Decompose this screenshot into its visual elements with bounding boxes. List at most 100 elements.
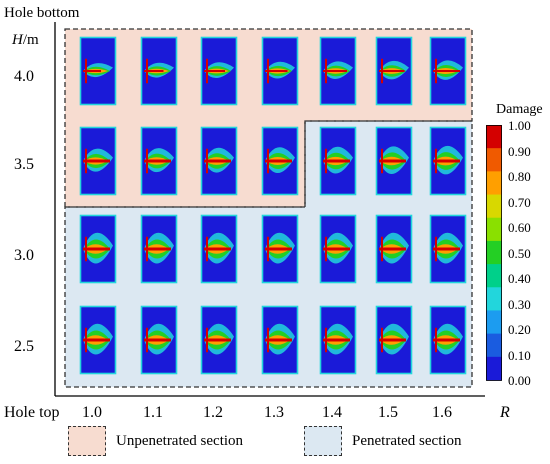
penetrated-border bbox=[64, 120, 473, 388]
damage-field-cell bbox=[79, 214, 117, 284]
colorbar-tick: 0.30 bbox=[508, 296, 531, 312]
damage-field-cell bbox=[200, 214, 238, 284]
x-tick-1-1: 1.1 bbox=[143, 404, 163, 421]
r-axis-symbol: R bbox=[500, 404, 510, 421]
damage-field-cell bbox=[200, 126, 238, 196]
damage-field-cell bbox=[79, 36, 117, 106]
cell-rim bbox=[79, 305, 117, 375]
hole-bottom-label: Hole bottom bbox=[4, 5, 80, 21]
cell-rim bbox=[375, 36, 413, 106]
colorbar-segment bbox=[486, 148, 502, 172]
damage-colorbar bbox=[486, 125, 502, 381]
damage-field-cell bbox=[429, 305, 467, 375]
cell-rim bbox=[375, 126, 413, 196]
cell-rim bbox=[200, 36, 238, 106]
cell-rim bbox=[79, 126, 117, 196]
cell-rim bbox=[261, 305, 299, 375]
x-tick-1-0: 1.0 bbox=[82, 404, 102, 421]
cell-rim bbox=[79, 214, 117, 284]
damage-field-cell bbox=[375, 305, 413, 375]
x-tick-1-6: 1.6 bbox=[432, 404, 452, 421]
cell-rim bbox=[79, 36, 117, 106]
damage-field-cell bbox=[200, 36, 238, 106]
colorbar-segment bbox=[486, 264, 502, 288]
damage-field-cell bbox=[79, 126, 117, 196]
x-tick-1-2: 1.2 bbox=[203, 404, 223, 421]
cell-rim bbox=[429, 36, 467, 106]
colorbar-tick: 0.60 bbox=[508, 220, 531, 235]
cell-rim bbox=[140, 36, 178, 106]
damage-field-cell bbox=[261, 126, 299, 196]
colorbar-tick: 0.90 bbox=[508, 143, 531, 159]
penetrated-legend-label: Penetrated section bbox=[352, 433, 462, 449]
cell-rim bbox=[200, 126, 238, 196]
damage-field-cell bbox=[319, 214, 357, 284]
colorbar-tick: 0.50 bbox=[508, 245, 531, 261]
height-unit: /m bbox=[22, 32, 39, 48]
damage-field-cell bbox=[375, 36, 413, 106]
cell-rim bbox=[140, 305, 178, 375]
hole-top-label: Hole top bbox=[4, 404, 60, 421]
damage-field-cell bbox=[261, 36, 299, 106]
cell-rim bbox=[319, 214, 357, 284]
damage-field-cell bbox=[261, 214, 299, 284]
colorbar-tick: 0.20 bbox=[508, 322, 531, 337]
colorbar-segment bbox=[486, 287, 502, 311]
colorbar-tick: 0.00 bbox=[508, 373, 531, 388]
x-tick-1-4: 1.4 bbox=[322, 404, 342, 421]
colorbar-tick: 0.40 bbox=[508, 271, 531, 286]
unpenetrated-legend-label: Unpenetrated section bbox=[116, 433, 244, 449]
colorbar-segment bbox=[486, 356, 502, 381]
cell-rim bbox=[261, 214, 299, 284]
x-tick-1-3: 1.3 bbox=[264, 404, 284, 421]
damage-field-cell bbox=[140, 126, 178, 196]
damage-field-cell bbox=[140, 214, 178, 284]
y-tick-3-0: 3.0 bbox=[14, 247, 34, 264]
colorbar-segment bbox=[486, 240, 502, 265]
cell-rim bbox=[200, 305, 238, 375]
colorbar-tick: 0.80 bbox=[508, 169, 531, 184]
colorbar-segment bbox=[486, 171, 502, 196]
damage-field-cell bbox=[79, 305, 117, 375]
y-tick-3-5: 3.5 bbox=[14, 156, 34, 173]
cell-rim bbox=[429, 126, 467, 196]
damage-field-cell bbox=[261, 305, 299, 375]
damage-field-cell bbox=[319, 36, 357, 106]
cell-rim bbox=[375, 214, 413, 284]
colorbar-segment bbox=[486, 217, 502, 242]
cell-rim bbox=[319, 36, 357, 106]
colorbar-tick: 0.10 bbox=[508, 347, 531, 363]
colorbar-segment bbox=[486, 310, 502, 335]
colorbar-title: Damage bbox=[496, 102, 543, 117]
colorbar-frame bbox=[486, 125, 502, 381]
damage-field-cell bbox=[140, 36, 178, 106]
cell-rim bbox=[429, 214, 467, 284]
damage-field-cell bbox=[319, 305, 357, 375]
cell-rim bbox=[140, 214, 178, 284]
x-tick-1-5: 1.5 bbox=[378, 404, 398, 421]
colorbar-segment bbox=[486, 194, 502, 219]
damage-field-cell bbox=[429, 126, 467, 196]
damage-field-cell bbox=[140, 305, 178, 375]
cell-rim bbox=[319, 305, 357, 375]
colorbar-segment bbox=[486, 333, 502, 358]
colorbar-tick: 1.00 bbox=[508, 118, 531, 133]
y-tick-4-0: 4.0 bbox=[14, 68, 34, 85]
cell-rim bbox=[200, 214, 238, 284]
cell-rim bbox=[375, 305, 413, 375]
damage-field-cell bbox=[319, 126, 357, 196]
height-axis-label: H/m bbox=[12, 33, 39, 48]
cell-rim bbox=[140, 126, 178, 196]
y-tick-2-5: 2.5 bbox=[14, 338, 34, 355]
cell-rim bbox=[261, 36, 299, 106]
damage-field-cell bbox=[200, 305, 238, 375]
damage-field-cell bbox=[429, 36, 467, 106]
cell-rim bbox=[319, 126, 357, 196]
damage-field-cell bbox=[375, 214, 413, 284]
damage-field-cell bbox=[429, 214, 467, 284]
cell-rim bbox=[429, 305, 467, 375]
unpenetrated-legend-swatch bbox=[68, 426, 106, 456]
colorbar-tick: 0.70 bbox=[508, 194, 531, 210]
colorbar-segment bbox=[486, 125, 502, 149]
